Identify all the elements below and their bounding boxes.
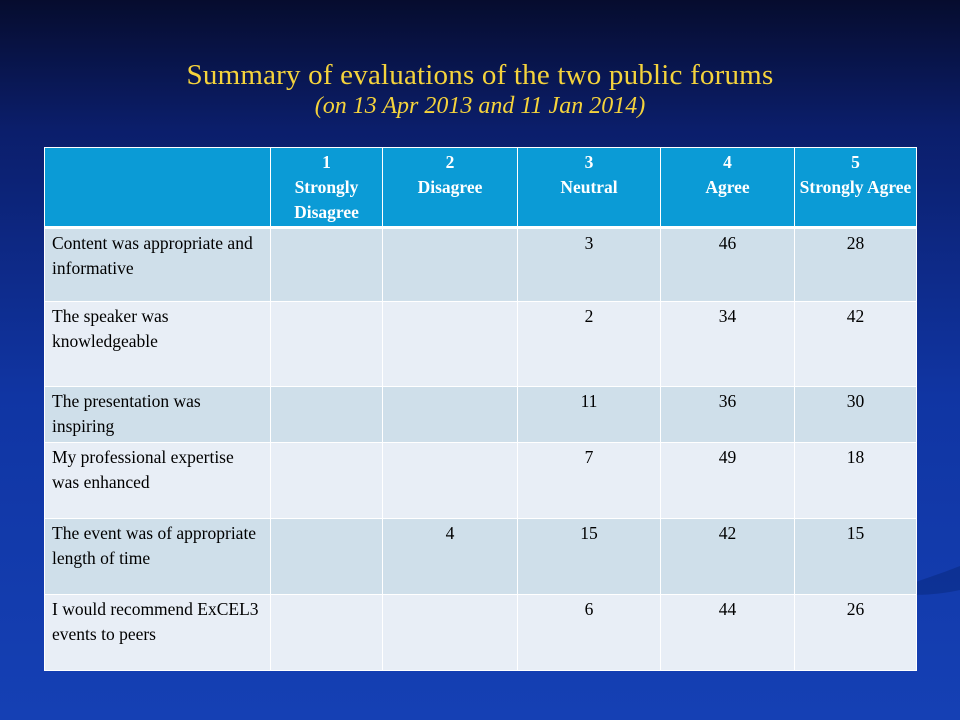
- header-scale-number: 3: [584, 152, 594, 172]
- row-label: My professional expertise was enhanced: [44, 442, 271, 519]
- row-label: Content was appropriate and informative: [44, 227, 271, 302]
- header-scale-number: 1: [322, 152, 331, 172]
- cell-agree: 49: [660, 442, 795, 519]
- title-main: Summary of evaluations of the two public…: [186, 59, 774, 91]
- cell-strongly-disagree: [270, 386, 383, 443]
- evaluation-table: 1 Strongly Disagree 2 Disagree 3 Neutral…: [44, 147, 917, 671]
- header-scale-number: 4: [723, 152, 732, 172]
- cell-strongly-agree: 30: [794, 386, 917, 443]
- header-scale-number: 2: [445, 152, 455, 172]
- cell-neutral: 2: [517, 301, 661, 387]
- cell-disagree: 4: [382, 518, 518, 595]
- cell-strongly-agree: 18: [794, 442, 917, 519]
- header-scale-label: Strongly Agree: [799, 177, 912, 197]
- cell-disagree: [382, 442, 518, 519]
- cell-strongly-agree: 15: [794, 518, 917, 595]
- table-row: My professional expertise was enhanced 7…: [44, 442, 917, 519]
- cell-neutral: 6: [517, 594, 661, 671]
- table-row: The presentation was inspiring 11 36 30: [44, 386, 917, 443]
- table-row: Content was appropriate and informative …: [44, 227, 917, 302]
- cell-agree: 36: [660, 386, 795, 443]
- cell-strongly-disagree: [270, 518, 383, 595]
- header-scale-label: Agree: [705, 177, 750, 197]
- cell-strongly-disagree: [270, 442, 383, 519]
- cell-agree: 44: [660, 594, 795, 671]
- row-label: I would recommend ExCEL3 events to peers: [44, 594, 271, 671]
- cell-neutral: 3: [517, 227, 661, 302]
- cell-agree: 34: [660, 301, 795, 387]
- row-label: The presentation was inspiring: [44, 386, 271, 443]
- table-row: I would recommend ExCEL3 events to peers…: [44, 594, 917, 671]
- header-cell-strongly-disagree: 1 Strongly Disagree: [270, 147, 383, 229]
- header-cell-blank: [44, 147, 271, 229]
- header-scale-label: Disagree: [417, 177, 483, 197]
- row-label: The event was of appropriate length of t…: [44, 518, 271, 595]
- cell-disagree: [382, 386, 518, 443]
- header-scale-number: 5: [851, 152, 860, 172]
- cell-agree: 42: [660, 518, 795, 595]
- table-row: The speaker was knowledgeable 2 34 42: [44, 301, 917, 387]
- title-subtitle: (on 13 Apr 2013 and 11 Jan 2014): [314, 93, 646, 119]
- header-cell-strongly-agree: 5 Strongly Agree: [794, 147, 917, 229]
- row-label: The speaker was knowledgeable: [44, 301, 271, 387]
- header-cell-agree: 4 Agree: [660, 147, 795, 229]
- cell-neutral: 11: [517, 386, 661, 443]
- cell-strongly-agree: 28: [794, 227, 917, 302]
- cell-strongly-agree: 26: [794, 594, 917, 671]
- table-row: The event was of appropriate length of t…: [44, 518, 917, 595]
- header-cell-neutral: 3 Neutral: [517, 147, 661, 229]
- cell-neutral: 15: [517, 518, 661, 595]
- cell-strongly-disagree: [270, 301, 383, 387]
- cell-disagree: [382, 227, 518, 302]
- cell-strongly-disagree: [270, 227, 383, 302]
- cell-disagree: [382, 301, 518, 387]
- header-cell-disagree: 2 Disagree: [382, 147, 518, 229]
- header-scale-label: Neutral: [560, 177, 618, 197]
- header-scale-label: Strongly Disagree: [294, 177, 359, 222]
- slide-title: Summary of evaluations of the two public…: [0, 58, 960, 120]
- cell-strongly-agree: 42: [794, 301, 917, 387]
- header-row: 1 Strongly Disagree 2 Disagree 3 Neutral…: [44, 147, 917, 229]
- cell-strongly-disagree: [270, 594, 383, 671]
- cell-neutral: 7: [517, 442, 661, 519]
- cell-disagree: [382, 594, 518, 671]
- cell-agree: 46: [660, 227, 795, 302]
